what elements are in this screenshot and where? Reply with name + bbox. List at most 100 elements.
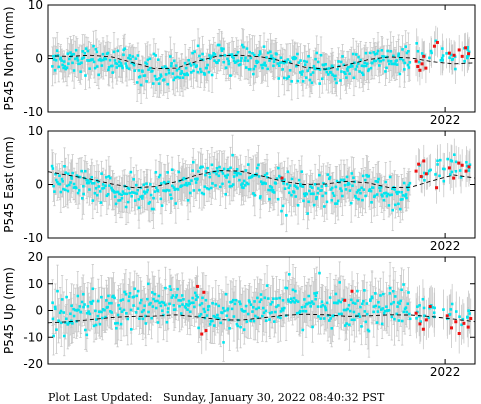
data-point: [215, 166, 219, 170]
data-point: [359, 191, 362, 195]
data-point: [339, 60, 343, 64]
data-point: [79, 310, 83, 314]
data-point: [152, 196, 155, 200]
data-point: [290, 193, 293, 197]
data-point: [128, 292, 132, 295]
recent-observations: [280, 159, 471, 190]
data-point: [272, 191, 276, 194]
data-point: [253, 53, 256, 57]
data-point: [167, 180, 170, 184]
data-point: [221, 172, 225, 175]
data-point: [216, 61, 219, 65]
data-point: [75, 56, 79, 60]
data-point: [274, 182, 278, 185]
data-point: [349, 201, 353, 205]
data-point: [186, 199, 190, 202]
recent-data-point: [432, 44, 436, 48]
data-point: [177, 67, 181, 71]
data-point: [244, 169, 248, 172]
data-point: [80, 300, 84, 304]
data-point: [298, 182, 302, 186]
data-point: [73, 57, 77, 61]
data-point: [119, 62, 123, 65]
data-point: [198, 54, 201, 58]
data-point: [279, 175, 282, 179]
data-point: [288, 184, 292, 187]
data-point: [305, 60, 309, 64]
data-point: [94, 309, 97, 313]
data-point: [82, 192, 85, 196]
data-point: [145, 62, 149, 66]
data-point: [133, 199, 137, 202]
data-point: [88, 312, 92, 316]
data-point: [138, 317, 141, 320]
data-point: [105, 299, 108, 302]
data-point: [207, 187, 211, 191]
data-point: [178, 76, 182, 80]
data-point: [65, 66, 69, 70]
data-point: [395, 63, 399, 66]
data-point: [120, 310, 124, 313]
data-point: [376, 180, 380, 184]
data-point: [397, 202, 400, 206]
data-point: [198, 188, 201, 192]
data-point: [262, 181, 266, 185]
data-point: [256, 60, 260, 64]
data-point: [72, 314, 76, 318]
data-point: [148, 66, 152, 70]
chart-panel-1: -10 0 10 2022 P545 North (mm): [2, 0, 476, 127]
data-point: [416, 49, 420, 53]
error-bars: [51, 25, 470, 104]
data-point: [263, 173, 267, 177]
data-point: [98, 57, 102, 61]
data-point: [237, 63, 241, 67]
recent-data-point: [422, 159, 426, 163]
data-point: [132, 304, 135, 307]
data-point: [143, 192, 147, 195]
data-point: [336, 199, 340, 203]
data-point: [199, 67, 202, 71]
data-point: [91, 58, 94, 61]
data-point: [372, 51, 376, 54]
data-point: [434, 39, 438, 43]
data-point: [454, 160, 458, 164]
data-point: [390, 62, 394, 66]
data-point: [84, 47, 88, 50]
data-point: [242, 186, 245, 190]
data-point: [58, 182, 62, 186]
data-point: [269, 50, 272, 54]
data-point: [388, 62, 391, 66]
data-point: [220, 49, 224, 52]
data-point: [141, 194, 144, 198]
data-point: [154, 186, 158, 190]
data-point: [142, 308, 146, 312]
data-point: [85, 311, 89, 315]
data-point: [396, 192, 399, 196]
data-point: [358, 188, 361, 192]
data-point: [352, 76, 356, 80]
data-point: [206, 63, 209, 67]
data-point: [120, 193, 123, 197]
data-point: [99, 190, 102, 193]
error-bars: [50, 134, 471, 233]
data-point: [239, 63, 242, 66]
data-point: [420, 52, 424, 55]
data-point: [117, 64, 121, 68]
y-tick-label: -10: [23, 105, 43, 119]
data-point: [466, 48, 469, 51]
data-point: [277, 166, 280, 170]
data-point: [157, 82, 161, 85]
data-point: [454, 169, 458, 173]
data-point: [196, 177, 199, 181]
data-point: [164, 73, 168, 76]
data-point: [287, 75, 291, 78]
data-point: [229, 74, 232, 77]
recent-data-point: [414, 169, 418, 173]
data-point: [73, 308, 77, 312]
data-point: [125, 64, 128, 68]
data-point: [69, 51, 72, 54]
data-point: [85, 181, 89, 185]
data-point: [114, 322, 117, 325]
data-point: [302, 192, 306, 196]
data-point: [450, 159, 454, 163]
